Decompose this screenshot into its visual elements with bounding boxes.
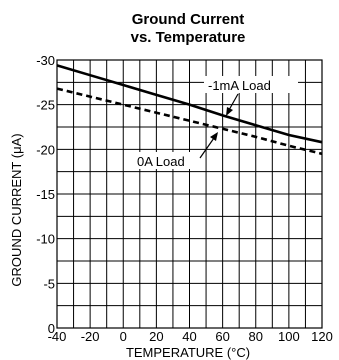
tick-labels: -40 -20 0 20 40 60 80 100 120 0 -5 -10 -15 -20 -25 -30 bbox=[36, 53, 333, 344]
series-layer bbox=[56, 64, 323, 156]
annotation-0a-label: 0A Load bbox=[137, 154, 185, 169]
x-tick-label: 0 bbox=[120, 329, 127, 344]
x-tick-label: 20 bbox=[149, 329, 163, 344]
y-tick-label: -5 bbox=[43, 276, 55, 291]
grid-layer bbox=[56, 59, 323, 329]
annotation-0a-box bbox=[133, 152, 200, 169]
x-tick-label: 120 bbox=[311, 329, 333, 344]
y-axis-title: GROUND CURRENT (μA) bbox=[9, 133, 24, 286]
x-tick-label: 80 bbox=[249, 329, 263, 344]
chart-title-line2: vs. Temperature bbox=[131, 29, 246, 46]
plot-frame bbox=[56, 59, 323, 329]
y-tick-label: -10 bbox=[36, 232, 55, 247]
series-line-0a-load bbox=[56, 87, 323, 156]
chart-title-line1: Ground Current bbox=[132, 11, 245, 28]
y-tick-label: -30 bbox=[36, 53, 55, 68]
y-tick-label: 0 bbox=[48, 321, 55, 336]
annotation-1ma-arrow bbox=[226, 93, 239, 116]
y-tick-label: -20 bbox=[36, 142, 55, 157]
annotation-1ma-label: -1mA Load bbox=[208, 78, 271, 93]
x-axis-title: TEMPERATURE (°C) bbox=[126, 345, 250, 360]
x-tick-label: 40 bbox=[182, 329, 196, 344]
series-line-1ma-load bbox=[56, 64, 323, 144]
y-tick-label: -15 bbox=[36, 187, 55, 202]
x-tick-label: -40 bbox=[48, 329, 67, 344]
y-tick-label: -25 bbox=[36, 98, 55, 113]
annotation-1ma-box bbox=[204, 76, 298, 93]
x-tick-label: -20 bbox=[81, 329, 100, 344]
x-tick-label: 60 bbox=[215, 329, 229, 344]
annotation-0a-arrow bbox=[199, 132, 218, 159]
x-tick-label: 100 bbox=[278, 329, 300, 344]
